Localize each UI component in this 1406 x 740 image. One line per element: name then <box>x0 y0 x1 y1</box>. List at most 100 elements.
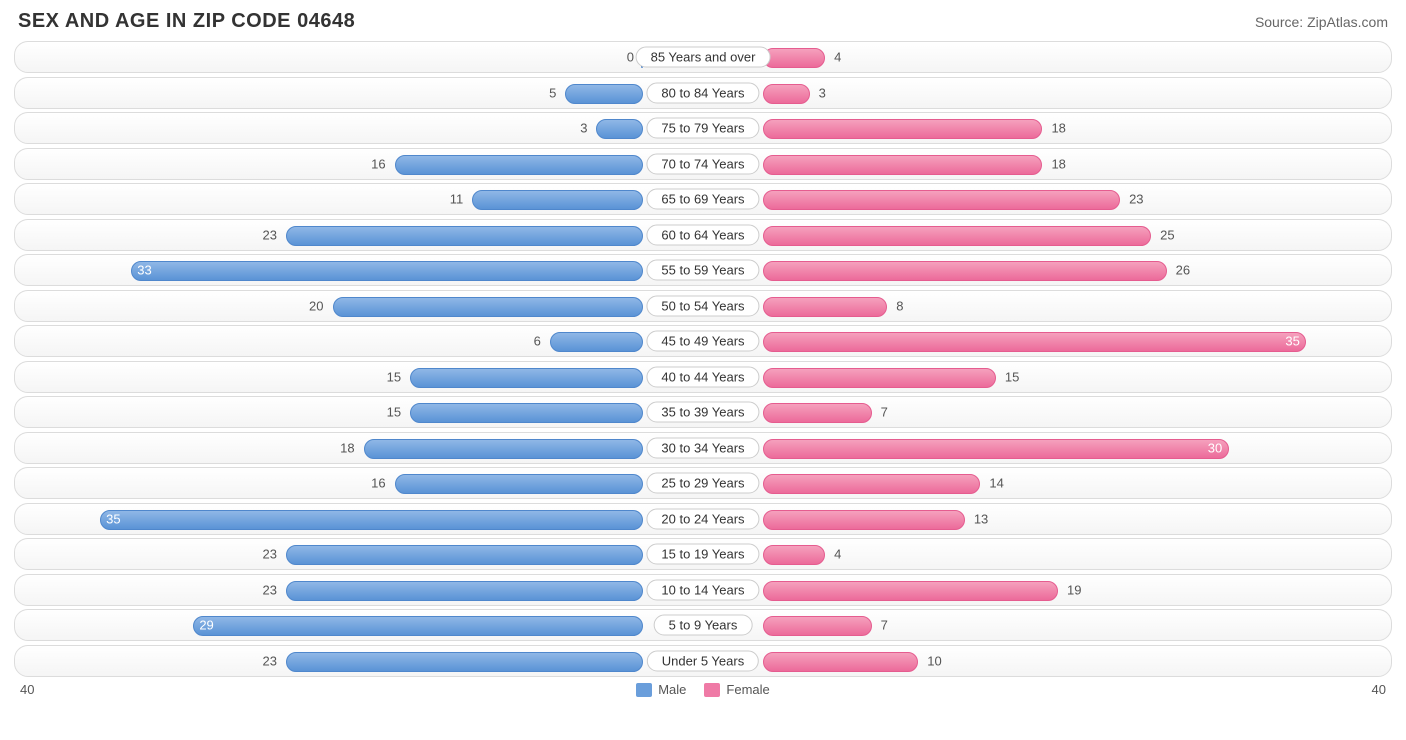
legend: Male Female <box>636 682 770 697</box>
female-value-label: 15 <box>1005 369 1019 384</box>
female-value-label: 3 <box>819 85 826 100</box>
female-value-label: 7 <box>881 618 888 633</box>
age-group-label: 5 to 9 Years <box>654 615 753 636</box>
female-value-label: 10 <box>927 653 941 668</box>
male-value-label: 18 <box>340 440 354 455</box>
pyramid-row: 10 to 14 Years 23 19 <box>14 574 1392 606</box>
pyramid-row: 35 to 39 Years 15 7 <box>14 396 1392 428</box>
age-group-label: 55 to 59 Years <box>646 260 759 281</box>
male-value-label: 20 <box>309 298 323 313</box>
pyramid-row: 5 to 9 Years297 <box>14 609 1392 641</box>
pyramid-row: 25 to 29 Years1614 <box>14 467 1392 499</box>
male-bar <box>286 545 643 565</box>
legend-label-female: Female <box>726 682 769 697</box>
female-bar <box>763 652 918 672</box>
pyramid-row: 75 to 79 Years318 <box>14 112 1392 144</box>
female-value-label: 18 <box>1051 121 1065 136</box>
age-group-label: 60 to 64 Years <box>646 224 759 245</box>
male-bar <box>193 616 643 636</box>
age-group-label: 10 to 14 Years <box>646 579 759 600</box>
age-group-label: 70 to 74 Years <box>646 153 759 174</box>
chart-source: Source: ZipAtlas.com <box>1255 14 1388 30</box>
male-value-label: 16 <box>371 156 385 171</box>
pyramid-row: 65 to 69 Years1123 <box>14 183 1392 215</box>
age-group-label: 35 to 39 Years <box>646 402 759 423</box>
male-value-label: 23 <box>262 582 276 597</box>
male-bar <box>395 474 643 494</box>
pyramid-row: Under 5 Years2310 <box>14 645 1392 677</box>
female-value-label: 7 <box>881 405 888 420</box>
male-value-label: 16 <box>371 476 385 491</box>
female-value-label: 19 <box>1067 582 1081 597</box>
female-value-label: 8 <box>896 298 903 313</box>
male-value-label: 23 <box>262 547 276 562</box>
pyramid-row: 40 to 44 Years1515 <box>14 361 1392 393</box>
pyramid-row: 60 to 64 Years 23 25 <box>14 219 1392 251</box>
pyramid-row: 45 to 49 Years 6 35 <box>14 325 1392 357</box>
legend-swatch-male <box>636 683 652 697</box>
female-value-label: 25 <box>1160 227 1174 242</box>
age-group-label: 45 to 49 Years <box>646 331 759 352</box>
male-value-label: 5 <box>549 85 556 100</box>
male-bar <box>364 439 643 459</box>
male-value-label: 15 <box>387 369 401 384</box>
female-bar <box>763 190 1120 210</box>
female-bar <box>763 368 996 388</box>
male-bar <box>565 84 643 104</box>
male-value-label: 6 <box>534 334 541 349</box>
male-bar <box>472 190 643 210</box>
legend-item-male: Male <box>636 682 686 697</box>
age-group-label: 65 to 69 Years <box>646 189 759 210</box>
pyramid-row: 85 Years and over04 <box>14 41 1392 73</box>
male-value-label: 23 <box>262 227 276 242</box>
legend-item-female: Female <box>704 682 769 697</box>
age-group-label: 75 to 79 Years <box>646 118 759 139</box>
male-bar <box>286 581 643 601</box>
female-bar <box>763 261 1167 281</box>
chart-header: SEX AND AGE IN ZIP CODE 04648 Source: Zi… <box>14 10 1392 41</box>
female-bar <box>763 226 1151 246</box>
female-bar <box>763 48 825 68</box>
male-bar <box>286 652 643 672</box>
male-bar <box>550 332 643 352</box>
male-bar <box>596 119 643 139</box>
female-value-label: 18 <box>1051 156 1065 171</box>
pyramid-row: 30 to 34 Years 18 30 <box>14 432 1392 464</box>
male-bar <box>395 155 643 175</box>
pyramid-row: 80 to 84 Years 5 3 <box>14 77 1392 109</box>
age-group-label: 85 Years and over <box>636 47 771 68</box>
male-bar <box>410 403 643 423</box>
female-bar <box>763 297 887 317</box>
age-group-label: 20 to 24 Years <box>646 508 759 529</box>
legend-swatch-female <box>704 683 720 697</box>
female-bar <box>763 84 810 104</box>
female-value-label: 13 <box>974 511 988 526</box>
age-group-label: 80 to 84 Years <box>646 82 759 103</box>
pyramid-row: 20 to 24 Years3513 <box>14 503 1392 535</box>
male-value-label: 33 <box>137 263 151 278</box>
female-value-label: 35 <box>1285 334 1299 349</box>
female-bar <box>763 119 1042 139</box>
female-bar <box>763 581 1058 601</box>
age-group-label: 30 to 34 Years <box>646 437 759 458</box>
age-group-label: 25 to 29 Years <box>646 473 759 494</box>
male-value-label: 15 <box>387 405 401 420</box>
population-pyramid-chart: 85 Years and over0480 to 84 Years5375 to… <box>14 41 1392 677</box>
pyramid-row: 55 to 59 Years3326 <box>14 254 1392 286</box>
chart-footer: 40 Male Female 40 <box>14 680 1392 697</box>
female-value-label: 4 <box>834 547 841 562</box>
female-bar <box>763 439 1229 459</box>
age-group-label: 50 to 54 Years <box>646 295 759 316</box>
female-bar <box>763 155 1042 175</box>
female-bar <box>763 616 872 636</box>
male-value-label: 23 <box>262 653 276 668</box>
female-value-label: 30 <box>1208 440 1222 455</box>
male-value-label: 11 <box>450 192 464 207</box>
male-bar <box>410 368 643 388</box>
female-bar <box>763 403 872 423</box>
male-bar <box>333 297 644 317</box>
female-bar <box>763 332 1306 352</box>
male-value-label: 0 <box>627 50 634 65</box>
axis-left-label: 40 <box>20 682 34 697</box>
male-bar <box>131 261 643 281</box>
